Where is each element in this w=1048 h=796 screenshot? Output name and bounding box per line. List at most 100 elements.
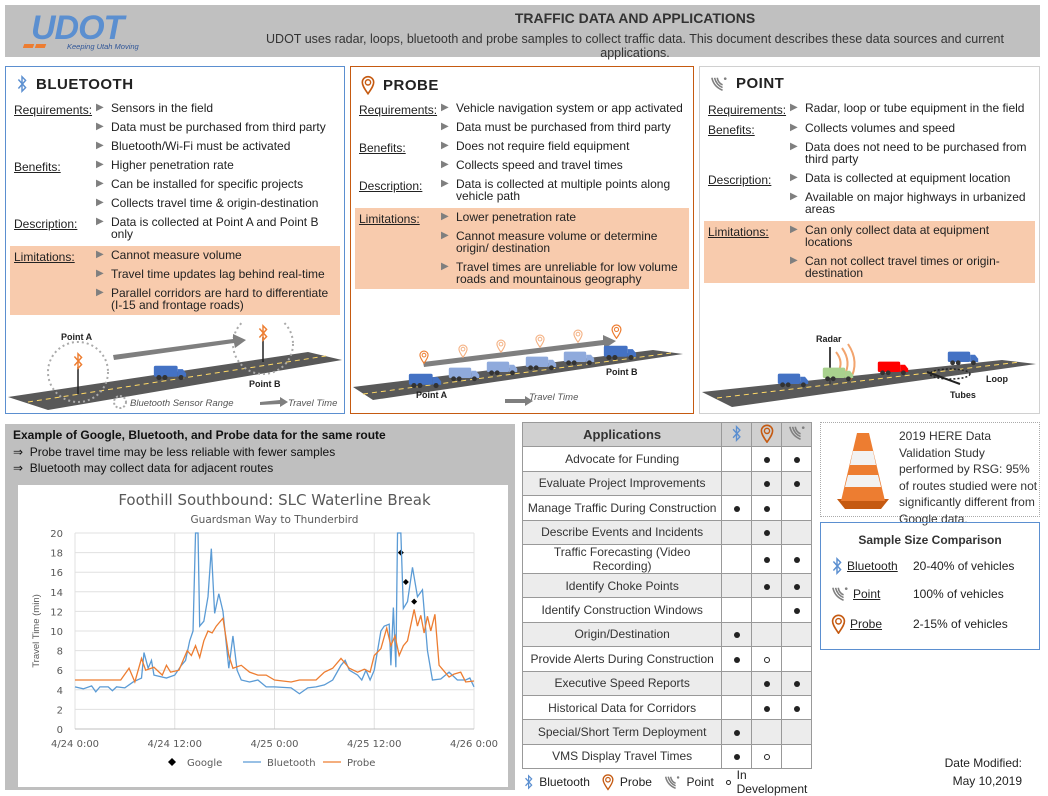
traffic-cone-icon: [837, 433, 889, 509]
point-b-label: Point B: [606, 367, 638, 377]
bullet-item: ▶ Travel times are unreliable for low vol…: [441, 260, 685, 285]
point-cell: [781, 743, 812, 770]
row-label: Requirements:: [359, 103, 438, 117]
bullet-item: ▶ Data is collected at multiple points al…: [441, 177, 685, 202]
bullet-item: ▶ Data must be purchased from third party: [96, 120, 336, 133]
item-text: Vehicle navigation system or app activat…: [456, 101, 683, 115]
applications-legend: Bluetooth Probe Point In Development: [524, 768, 814, 796]
item-text: Does not require field equipment: [456, 139, 630, 153]
note-text: Probe travel time may be less reliable w…: [29, 445, 336, 459]
supported-dot-icon: [733, 656, 740, 663]
udot-logo: UDOT Keeping Utah Moving: [23, 9, 140, 51]
bluetooth-cell: [721, 646, 753, 672]
sample-value: 20-40% of vehicles: [913, 559, 1015, 573]
sample-name: Point: [853, 587, 881, 601]
sample-size-title: Sample Size Comparison: [858, 533, 1002, 547]
item-text: Radar, loop or tube equipment in the fie…: [805, 101, 1025, 115]
row-label: Limitations:: [708, 225, 769, 239]
item-text: Collects volumes and speed: [805, 121, 956, 135]
supported-dot-icon: [763, 481, 770, 488]
bullet-item: ▶ Lower penetration rate: [441, 210, 685, 223]
example-note-2: ⇒ Bluetooth may collect data for adjacen…: [13, 461, 273, 475]
bullet-item: ▶ Radar, loop or tube equipment in the fi…: [790, 101, 1031, 114]
bullet-item: ▶ Data does not need to be purchased from…: [790, 140, 1031, 165]
sample-name: Bluetooth: [847, 559, 898, 573]
probe-illustration: [353, 324, 683, 406]
y-tick-label: 10: [50, 627, 63, 638]
bullet-item: ▶ Collects volumes and speed: [790, 121, 1031, 134]
triangle-bullet-icon: ▶: [96, 197, 104, 208]
legend-point: Point: [686, 775, 714, 789]
document-title: TRAFFIC DATA AND APPLICATIONS: [514, 10, 756, 26]
tubes-label: Tubes: [950, 390, 976, 400]
probe-cell: [751, 597, 783, 623]
point-signal-icon: [788, 425, 806, 441]
bullet-item: ▶ Cannot measure volume or determine orig…: [441, 229, 685, 254]
bullet-item: ▶ Parallel corridors are hard to differen…: [96, 286, 336, 311]
triangle-bullet-icon: ▶: [96, 216, 104, 227]
supported-dot-icon: [763, 556, 770, 563]
probe-cell: [751, 719, 783, 745]
item-text: Can only collect data at equipment locat…: [805, 223, 990, 249]
row-label: Description:: [708, 173, 772, 187]
probe-cell: [751, 543, 783, 574]
panel-title: POINT: [736, 75, 785, 92]
triangle-bullet-icon: ▶: [96, 102, 104, 113]
application-name: Describe Events and Incidents: [521, 519, 723, 545]
bullet-item: ▶ Vehicle navigation system or app activa…: [441, 101, 685, 114]
triangle-bullet-icon: ▶: [441, 230, 449, 241]
y-axis-label: Travel Time (min): [31, 594, 42, 668]
in-development-icon: [725, 779, 731, 785]
date-modified: Date Modified: May 10,2019: [940, 754, 1022, 790]
row-label: Description:: [14, 217, 78, 231]
item-text: Data does not need to be purchased from …: [805, 140, 1027, 166]
application-name: Special/Short Term Deployment: [521, 719, 723, 745]
application-name: Advocate for Funding: [521, 446, 723, 472]
triangle-bullet-icon: ▶: [441, 140, 449, 151]
application-name: Origin/Destination: [521, 621, 723, 648]
sample-size-box: Sample Size Comparison Bluetooth 20-40% o…: [820, 522, 1040, 650]
triangle-bullet-icon: ▶: [96, 159, 104, 170]
probe-row-requirements: Requirements: ▶ Vehicle navigation system …: [355, 99, 689, 137]
bluetooth-cell: [721, 621, 753, 648]
point-a-label: Point A: [416, 390, 448, 400]
loop-label: Loop: [986, 374, 1008, 384]
supported-dot-icon: [763, 505, 770, 512]
point-cell: [781, 543, 812, 574]
supported-dot-icon: [733, 729, 740, 736]
bluetooth-cell: [721, 743, 753, 770]
probe-pin-icon: [760, 424, 774, 443]
applications-table: Applications Advocate for Funding Evalua…: [521, 421, 812, 770]
bullet-item: ▶ Collects speed and travel times: [441, 158, 685, 171]
item-text: Cannot measure volume or determine origi…: [456, 229, 658, 255]
application-row: Describe Events and Incidents: [521, 519, 812, 545]
application-name: VMS Display Travel Times: [521, 743, 723, 770]
row-label: Benefits:: [359, 141, 406, 155]
point-signal-icon: [710, 76, 728, 92]
item-text: Data is collected at Point A and Point B…: [111, 215, 319, 241]
legend-label: Probe: [347, 758, 375, 769]
triangle-bullet-icon: ▶: [790, 191, 798, 202]
triangle-bullet-icon: ▶: [790, 102, 798, 113]
supported-dot-icon: [763, 457, 770, 464]
y-tick-label: 18: [50, 549, 63, 560]
item-text: Data must be purchased from third party: [456, 120, 671, 134]
bullet-item: ▶ Bluetooth/Wi-Fi must be activated: [96, 139, 336, 152]
triangle-bullet-icon: ▶: [96, 140, 104, 151]
bluetooth-row-benefits: Benefits: ▶ Higher penetration rate ▶ Can be…: [10, 156, 340, 213]
arrow-icon: ⇒: [13, 461, 24, 475]
bullet-item: ▶ Data must be purchased from third party: [441, 120, 685, 133]
point-a-label: Point A: [61, 332, 93, 342]
point-cell: [781, 719, 812, 745]
item-text: Travel time updates lag behind real-time: [111, 267, 325, 281]
item-text: Travel times are unreliable for low volu…: [456, 260, 678, 286]
application-row: VMS Display Travel Times: [521, 743, 812, 770]
bluetooth-cell: [721, 694, 753, 721]
legend-label: Bluetooth: [267, 758, 316, 769]
row-label: Limitations:: [14, 250, 75, 264]
probe-cell: [751, 519, 783, 545]
supported-dot-icon: [793, 705, 800, 712]
probe-pin-icon: [831, 614, 846, 634]
example-note-1: ⇒ Probe travel time may be less reliable…: [13, 445, 335, 459]
bluetooth-row-description: Description: ▶ Data is collected at Point …: [10, 213, 340, 244]
